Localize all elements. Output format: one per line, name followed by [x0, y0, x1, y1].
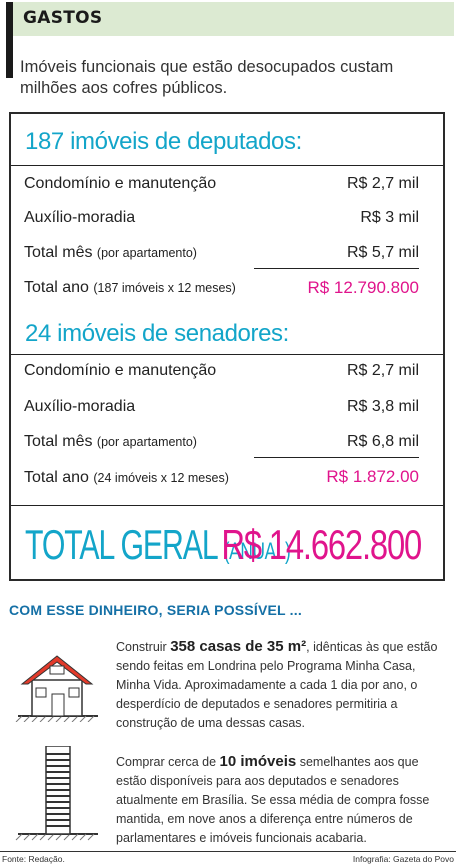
sen-total-ano-value: R$ 1.872.00	[326, 467, 419, 486]
page-title: GASTOS	[23, 8, 103, 28]
sen-total-mes-value: R$ 6,8 mil	[346, 433, 419, 450]
dep-total-mes-label: Total mês (por apartamento)	[24, 244, 197, 261]
item1-text: Construir 358 casas de 35 m², idênticas …	[116, 638, 438, 730]
deputados-title: 187 imóveis de deputados:	[25, 128, 302, 155]
sen-auxilio-value: R$ 3,8 mil	[346, 398, 419, 415]
dep-condominio-label: Condomínio e manutenção	[24, 175, 217, 192]
house-icon	[14, 650, 100, 727]
footer-rule	[0, 851, 456, 852]
total-geral-label: TOTAL GERAL (ANUAL)	[25, 521, 291, 568]
footer-source: Fonte: Redação.	[2, 854, 65, 864]
sum-rule	[254, 268, 419, 269]
dep-condominio-value: R$ 2,7 mil	[346, 175, 419, 192]
dep-total-mes-value: R$ 5,7 mil	[346, 244, 419, 261]
divider	[11, 165, 443, 166]
sen-total-ano-label: Total ano (24 imóveis x 12 meses)	[24, 469, 229, 486]
footer-credit: Infografia: Gazeta do Povo	[352, 854, 454, 864]
subtitle-bar	[6, 36, 13, 78]
subtitle: Imóveis funcionais que estão desocupados…	[20, 58, 394, 97]
header-bar: GASTOS	[6, 2, 454, 36]
total-geral-value: R$ 14.662.800	[221, 521, 422, 568]
sen-condominio-value: R$ 2,7 mil	[346, 362, 419, 379]
divider	[11, 354, 443, 355]
dep-auxilio-value: R$ 3 mil	[360, 209, 419, 226]
expenses-box: 187 imóveis de deputados: Condomínio e m…	[9, 112, 445, 581]
dep-total-ano-value: R$ 12.790.800	[307, 278, 419, 297]
divider	[11, 505, 443, 506]
sen-auxilio-label: Auxílio-moradia	[24, 398, 136, 415]
dep-total-ano-label: Total ano (187 imóveis x 12 meses)	[24, 279, 236, 296]
senadores-title: 24 imóveis de senadores:	[25, 320, 289, 347]
sen-condominio-label: Condomínio e manutenção	[24, 362, 217, 379]
item2-text: Comprar cerca de 10 imóveis semelhantes …	[116, 753, 430, 845]
sen-total-mes-label: Total mês (por apartamento)	[24, 433, 197, 450]
building-icon	[14, 745, 100, 849]
sum-rule	[254, 457, 419, 458]
dep-auxilio-label: Auxílio-moradia	[24, 209, 136, 226]
possible-title: COM ESSE DINHEIRO, SERIA POSSÍVEL ...	[9, 602, 302, 618]
